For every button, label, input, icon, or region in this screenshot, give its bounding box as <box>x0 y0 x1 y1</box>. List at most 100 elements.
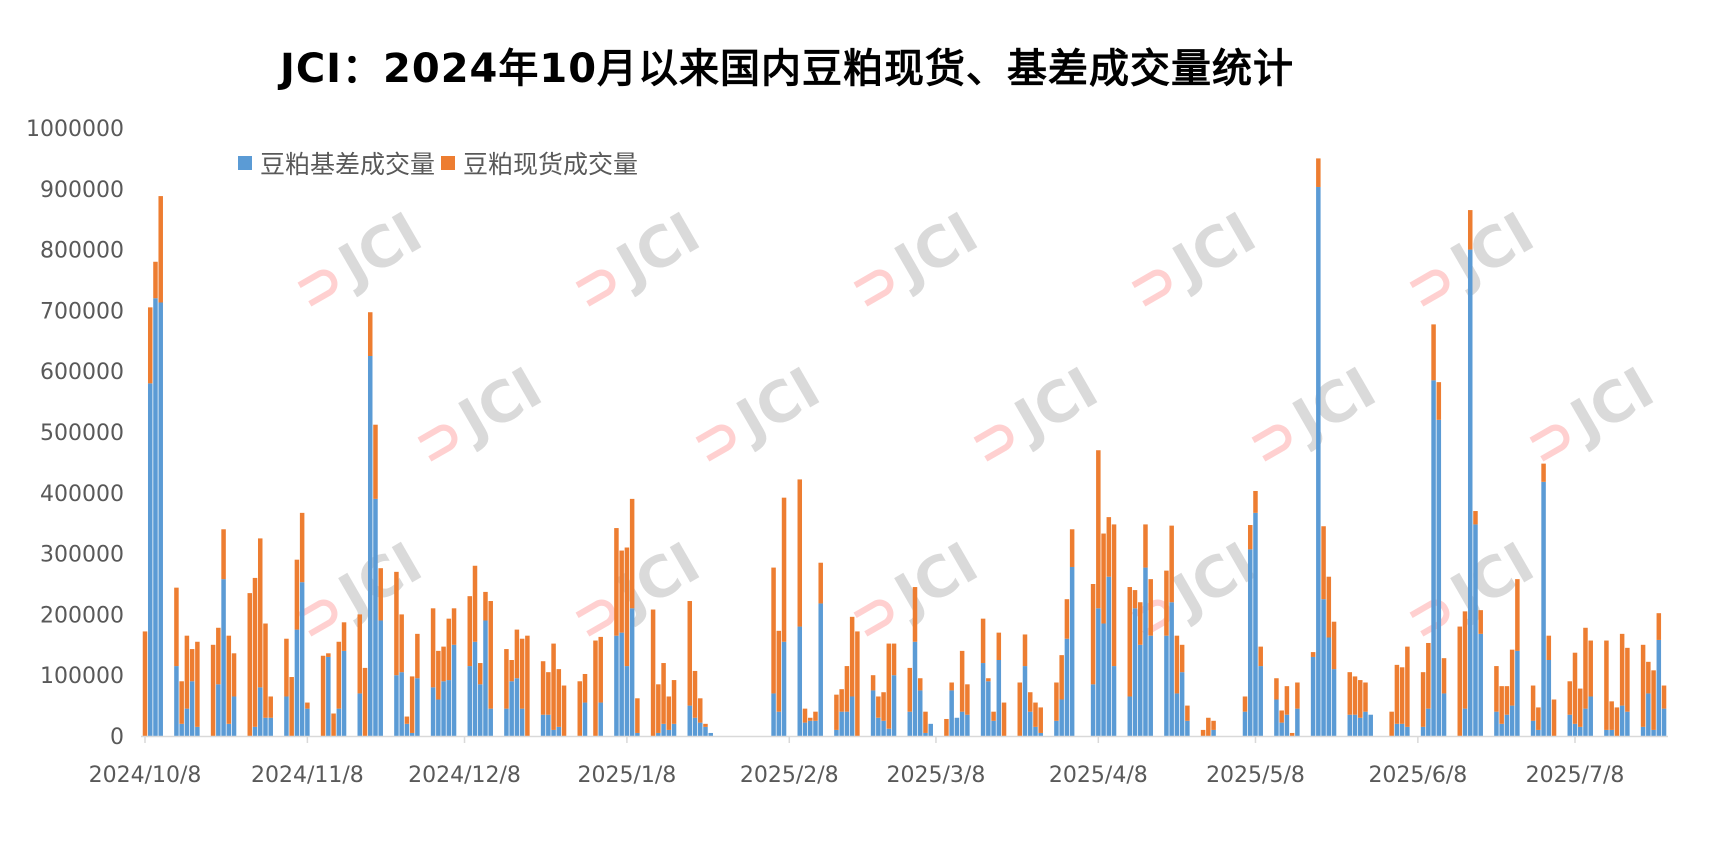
bar-basis <box>284 696 289 736</box>
bar-spot <box>771 567 776 694</box>
bar-spot <box>1132 590 1138 609</box>
bar-basis <box>231 696 237 736</box>
bar-basis <box>174 666 179 736</box>
bar-spot <box>147 307 153 384</box>
bar-basis <box>1572 723 1578 736</box>
bar-spot <box>252 577 258 727</box>
bar-spot <box>619 550 624 633</box>
bar-spot <box>1625 647 1630 712</box>
bar-basis <box>378 620 383 736</box>
bar-spot <box>1577 688 1583 727</box>
bar-spot <box>807 717 813 721</box>
bar-basis <box>703 726 708 736</box>
bar-basis <box>1462 708 1468 736</box>
bar-spot <box>776 630 782 712</box>
bar-spot <box>876 696 881 718</box>
bar-spot <box>1033 702 1038 727</box>
bar-spot <box>216 627 221 685</box>
bar-basis <box>624 666 630 736</box>
bar-spot <box>1509 649 1515 706</box>
bar-spot <box>1274 678 1279 700</box>
bar-basis <box>1321 599 1326 736</box>
bar-spot <box>326 653 331 657</box>
bar-basis <box>1169 602 1174 736</box>
bar-spot <box>331 713 336 736</box>
bar-basis <box>1656 639 1662 736</box>
bar-spot <box>1515 579 1520 651</box>
bar-spot <box>546 672 551 715</box>
bar-spot <box>451 608 457 645</box>
x-tick-label: 2025/2/8 <box>740 763 839 788</box>
bar-basis <box>797 626 803 736</box>
bar-basis <box>1247 549 1253 736</box>
bar-basis <box>540 714 546 736</box>
y-tick-label: 500000 <box>40 421 124 446</box>
bar-spot <box>1253 490 1258 513</box>
bar-spot <box>399 614 404 673</box>
bar-spot <box>1169 525 1174 603</box>
bar-spot <box>1583 627 1588 709</box>
bar-basis <box>519 708 525 736</box>
bar-basis <box>1127 696 1133 736</box>
bar-basis <box>357 693 363 736</box>
bar-spot <box>289 677 294 736</box>
bar-basis <box>268 717 273 736</box>
bar-spot <box>593 640 598 736</box>
bar-spot <box>980 618 986 664</box>
bar-basis <box>954 717 960 736</box>
bar-spot <box>1258 646 1263 667</box>
legend: 豆粕基差成交量 豆粕现货成交量 <box>238 145 644 181</box>
bar-basis <box>1258 666 1263 736</box>
bar-basis <box>483 620 488 736</box>
bar-spot <box>598 636 603 703</box>
legend-label-basis: 豆粕基差成交量 <box>260 150 436 179</box>
bar-basis <box>1426 708 1431 736</box>
bar-spot <box>299 512 305 583</box>
bar-basis <box>776 711 782 736</box>
bar-basis <box>807 720 813 736</box>
bar-spot <box>268 696 273 718</box>
bar-basis <box>1033 726 1038 736</box>
bar-spot <box>1426 642 1431 709</box>
bar-spot <box>1321 526 1326 600</box>
bar-spot <box>284 638 289 697</box>
bar-basis <box>1646 693 1651 736</box>
bar-spot <box>472 565 478 642</box>
bar-basis <box>813 720 818 736</box>
bar-spot <box>881 692 886 721</box>
bar-spot <box>1284 686 1290 715</box>
bar-spot <box>1609 701 1614 730</box>
bar-spot <box>839 689 844 712</box>
bar-basis <box>467 666 473 736</box>
bar-basis <box>771 693 776 736</box>
bar-spot <box>1289 732 1295 736</box>
bar-spot <box>1310 652 1316 657</box>
bar-basis <box>1494 711 1499 736</box>
bar-spot <box>504 649 509 709</box>
bar-basis <box>179 723 184 736</box>
x-tick-label: 2025/1/8 <box>577 763 676 788</box>
bar-basis <box>1137 644 1143 736</box>
bar-spot <box>294 559 300 630</box>
bar-spot <box>1473 511 1478 525</box>
bar-spot <box>336 641 342 709</box>
bar-basis <box>436 699 441 736</box>
bar-spot <box>629 498 635 609</box>
bar-spot <box>305 702 310 709</box>
bar-spot <box>1614 707 1620 736</box>
bar-spot <box>1494 666 1499 712</box>
bar-spot <box>1242 696 1248 712</box>
bar-spot <box>965 684 970 715</box>
bar-spot <box>1541 463 1546 482</box>
bar-spot <box>1347 672 1353 715</box>
bar-spot <box>1405 646 1410 727</box>
bar-basis <box>666 729 672 736</box>
bar-basis <box>1253 512 1258 736</box>
bar-basis <box>147 383 153 736</box>
bar-spot <box>1551 699 1557 736</box>
bar-basis <box>1577 726 1583 736</box>
bar-basis <box>1295 708 1300 736</box>
bar-basis <box>980 663 986 736</box>
bar-basis <box>619 632 624 736</box>
x-tick-label: 2024/11/8 <box>251 763 364 788</box>
